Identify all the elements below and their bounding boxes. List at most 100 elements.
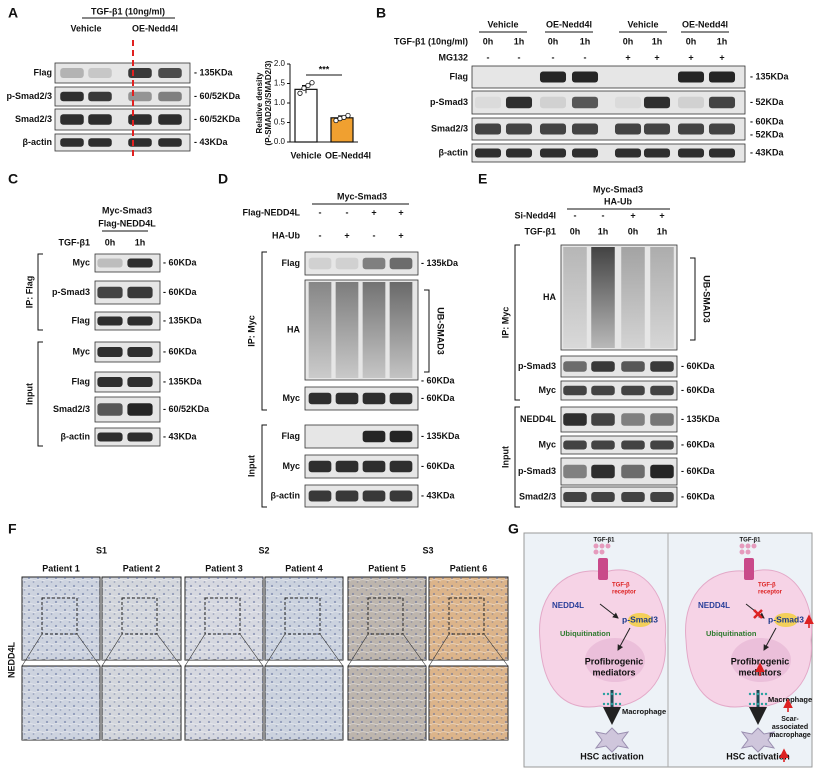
macrophage-label: Macrophage: [622, 707, 666, 716]
blot-strip: [304, 386, 419, 411]
condition-value: +: [398, 207, 403, 217]
blot-strip: [471, 90, 746, 115]
size-label: - 135KDa: [163, 315, 203, 325]
condition-value: 0h: [548, 36, 559, 46]
ihc-texture: [102, 666, 181, 740]
bar: [294, 88, 318, 143]
y-axis-label: Relative density: [255, 72, 264, 133]
band: [389, 257, 413, 270]
condition-label: TGF-β1: [525, 226, 557, 236]
y-axis-label: (P-SMAD2/3/SMAD2/3): [264, 60, 273, 145]
band: [127, 286, 153, 299]
blot-strip: [560, 435, 678, 455]
size-label: - 60KDa: [421, 393, 456, 403]
x-tick-label: OE-Nedd4l: [325, 150, 371, 160]
row-label: Flag: [281, 258, 300, 268]
bracket-label: UB-SMAD3: [702, 275, 712, 323]
condition-value: -: [518, 52, 521, 62]
receptor: [598, 558, 608, 580]
condition-value: +: [719, 52, 724, 62]
condition-label: Si-Nedd4l: [514, 210, 556, 220]
side-bracket: [514, 406, 520, 508]
bracket: [424, 289, 430, 373]
y-tick-label: 0.0: [274, 137, 286, 146]
band: [614, 123, 642, 135]
x-tick-label: Vehicle: [290, 150, 321, 160]
band: [563, 361, 587, 372]
condition-value: 1h: [580, 36, 591, 46]
band: [389, 430, 413, 443]
treatment-label: TGF-β1 (10ng/ml): [91, 6, 165, 16]
size-label: - 43KDa: [194, 137, 229, 147]
band: [650, 361, 674, 372]
patient-label: Patient 6: [450, 563, 488, 573]
secretion-dot: [602, 692, 606, 696]
data-point: [333, 117, 339, 124]
panel-letter: F: [8, 521, 17, 537]
ligand-dot: [739, 543, 745, 549]
secretion-dot: [760, 702, 764, 706]
row-label: Flag: [33, 67, 52, 77]
band: [127, 432, 153, 442]
size-label: - 60KDa: [681, 361, 716, 371]
size-label: - 43KDa: [750, 147, 785, 157]
hsc-cell: [594, 727, 630, 753]
band: [591, 413, 615, 426]
receptor: [744, 558, 754, 580]
header-label: HA-Ub: [604, 196, 632, 206]
blot-strip: [304, 424, 419, 449]
band: [708, 148, 736, 158]
secretion-dot: [610, 702, 614, 706]
process-label: Ubiquitination: [560, 629, 611, 638]
row-label: Myc: [282, 393, 300, 403]
band: [708, 71, 736, 83]
condition-value: 0h: [628, 226, 639, 236]
condition-value: -: [346, 207, 349, 217]
smear-lane: [591, 247, 615, 348]
band: [128, 114, 152, 125]
zoom-box: [367, 597, 404, 635]
band: [158, 114, 182, 125]
ihc-texture: [429, 577, 508, 660]
condition-value: -: [584, 52, 587, 62]
ihc-texture: [22, 666, 100, 740]
ihc-texture: [185, 666, 263, 740]
blot-strip: [304, 454, 419, 479]
band: [621, 385, 645, 396]
band: [474, 96, 502, 109]
ihc-texture: [102, 577, 181, 660]
bracket: [690, 257, 696, 341]
secretion-dot: [748, 692, 752, 696]
row-label: NEDD4L: [6, 642, 16, 679]
condition-label: HA-Ub: [272, 230, 300, 240]
band: [539, 71, 567, 83]
condition-value: 0h: [570, 226, 581, 236]
band: [158, 138, 182, 147]
band: [650, 464, 674, 479]
band: [505, 148, 533, 158]
band: [128, 91, 152, 102]
ihc-texture: [185, 577, 263, 660]
band: [571, 123, 599, 135]
row-label: Flag: [281, 431, 300, 441]
band: [335, 460, 359, 473]
nucleus: [585, 638, 645, 682]
blot-strip: [54, 133, 191, 152]
band: [591, 492, 615, 502]
band: [97, 316, 123, 326]
group-label: OE-Nedd4l: [132, 23, 178, 33]
secretion-dot: [764, 702, 768, 706]
row-label: Flag: [71, 315, 90, 325]
panel-letter: A: [8, 5, 18, 21]
row-label: Smad2/3: [519, 491, 556, 501]
ligand-label: TGF-β1: [594, 538, 616, 544]
data-point: [345, 112, 351, 119]
row-label: p-Smad3: [518, 361, 556, 371]
band: [643, 96, 671, 109]
zoom-connector: [101, 633, 182, 667]
group-label: Vehicle: [487, 19, 518, 29]
size-label: - 135KDa: [194, 67, 234, 77]
band: [362, 460, 386, 473]
ligand-dot: [605, 543, 611, 549]
patient-label: Patient 5: [368, 563, 406, 573]
